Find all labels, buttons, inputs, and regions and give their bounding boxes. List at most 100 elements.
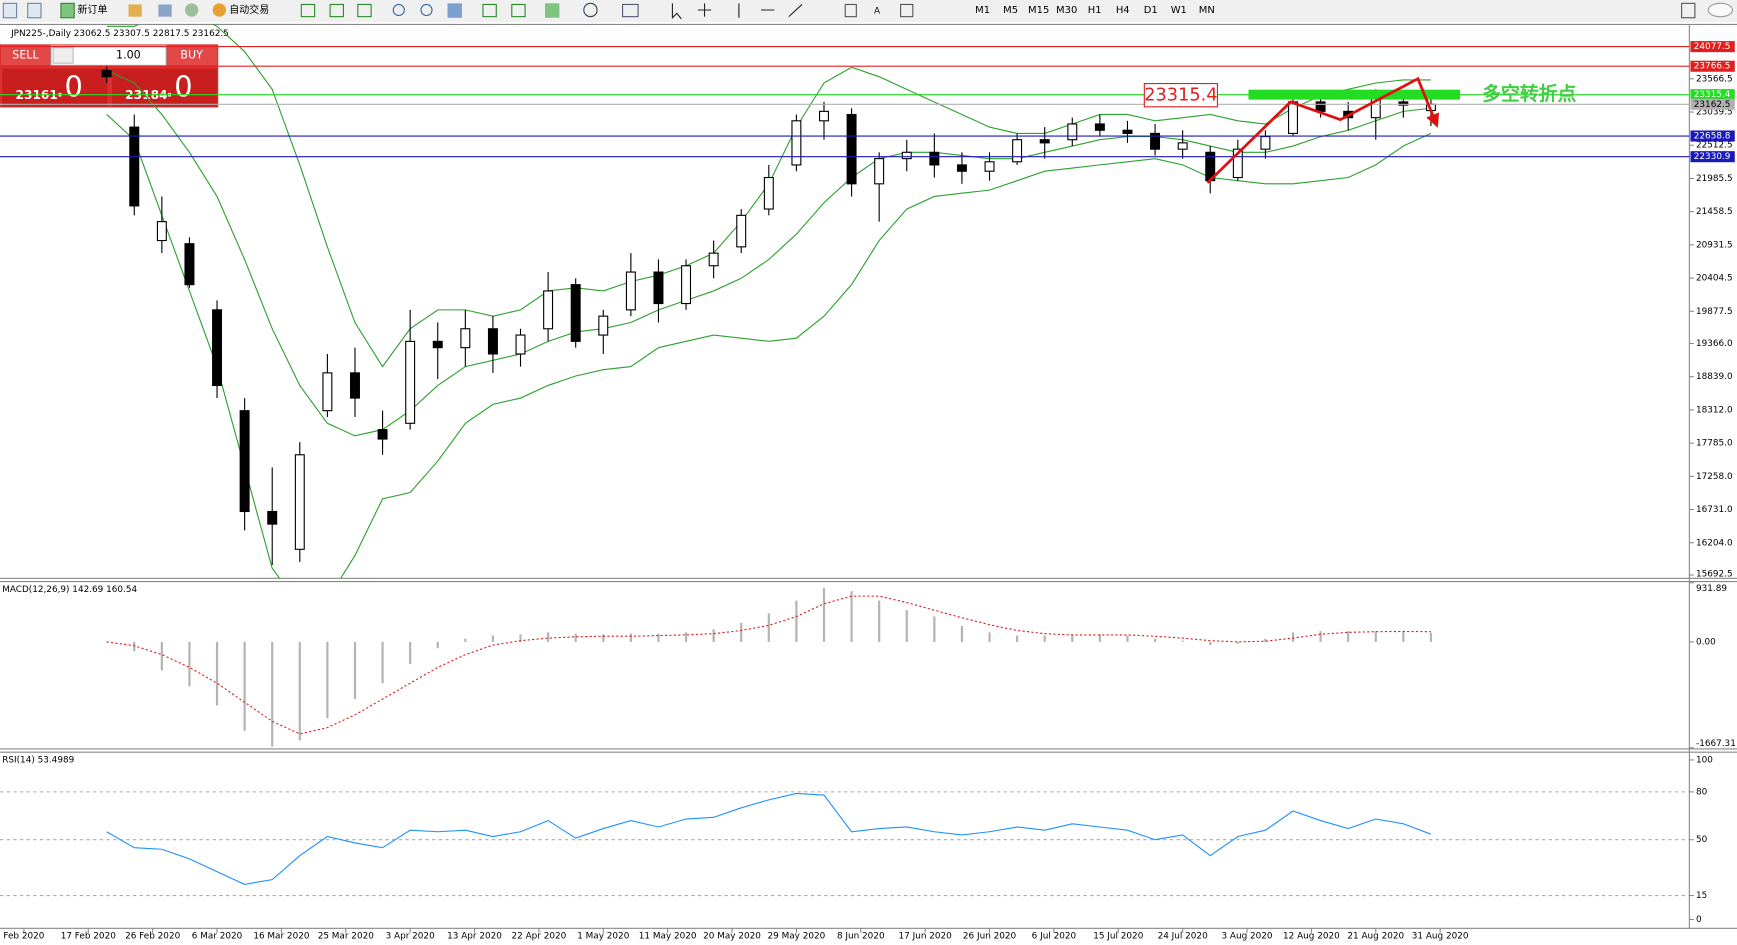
level-label-box [1690, 41, 1735, 53]
icon[interactable] [128, 4, 142, 17]
auto-trading-button[interactable]: 自动交易 [229, 3, 269, 16]
macd-bar [1098, 634, 1101, 642]
candle-body [129, 126, 140, 207]
y-tick-label: 16731.0 [1696, 505, 1733, 515]
icon[interactable] [184, 3, 199, 17]
candle-body [294, 454, 305, 550]
candle-body [681, 265, 692, 305]
candle-body [1315, 101, 1326, 112]
trend-arrows [1206, 76, 1440, 184]
icon[interactable] [2, 2, 18, 19]
x-tick-label: 12 Aug 2020 [1283, 932, 1340, 942]
candle-body [846, 113, 857, 185]
macd-bar [133, 641, 136, 652]
y-tick-label: 80 [1696, 787, 1708, 797]
icon[interactable] [482, 3, 497, 18]
timeframe-button[interactable]: H1 [1088, 5, 1102, 16]
icon[interactable] [357, 3, 372, 18]
icon[interactable] [511, 3, 526, 18]
icon[interactable] [622, 3, 639, 18]
y-tick-label: 16204.0 [1696, 538, 1733, 548]
buy-price-box[interactable] [111, 68, 218, 107]
lot-spinner[interactable] [52, 47, 74, 64]
candle-body [874, 158, 885, 185]
new-order-button[interactable]: 新订单 [78, 3, 108, 16]
y-tick-label: 21985.5 [1696, 174, 1733, 184]
sell-label: SELL [12, 48, 39, 61]
x-tick-label: 26 Jun 2020 [963, 932, 1017, 942]
x-tick-label: 16 Mar 2020 [253, 932, 310, 942]
candle-body [377, 429, 388, 440]
x-tick-label: 3 Aug 2020 [1221, 932, 1272, 942]
timeframe-button[interactable]: M5 [1003, 5, 1018, 16]
toolbar: 新订单 自动交易 A [0, 0, 1737, 23]
sell-button[interactable] [1, 45, 50, 66]
y-tick-label: 19366.0 [1696, 339, 1733, 349]
macd-bar [326, 641, 329, 719]
y-tick-label: 23039.5 [1696, 108, 1733, 118]
candle-body [349, 372, 360, 399]
macd-bar [160, 641, 163, 671]
y-tick-label: 20931.5 [1696, 240, 1733, 250]
icon[interactable] [447, 3, 462, 18]
level-callout-box [1143, 83, 1219, 108]
text-tool[interactable]: A [874, 7, 880, 17]
icon[interactable] [329, 3, 344, 18]
icon[interactable] [583, 2, 598, 18]
panel-title: MACD(12,26,9) 142.69 160.54 [2, 585, 137, 595]
macd-bar [1043, 635, 1046, 642]
chat-icon[interactable] [1707, 2, 1734, 18]
cursor-icon[interactable] [671, 3, 682, 20]
price-plot [101, 24, 1436, 579]
zoom-in[interactable] [392, 3, 405, 17]
candle-body [460, 328, 471, 349]
x-tick-label: 17 Feb 2020 [61, 932, 117, 942]
icon[interactable] [27, 2, 42, 19]
y-tick-label: 17258.0 [1696, 472, 1733, 482]
timeframe-button[interactable]: M1 [975, 5, 990, 16]
turning-point-bar [1248, 89, 1461, 100]
icon[interactable] [300, 3, 316, 18]
buy-button[interactable] [167, 45, 218, 66]
timeframe-button[interactable]: D1 [1144, 5, 1158, 16]
x-tick-label: 29 May 2020 [768, 932, 826, 942]
candle-body [432, 340, 443, 349]
candle-body [184, 243, 195, 286]
candle-body [1122, 129, 1133, 134]
y-tick-label: 931.89 [1696, 584, 1727, 594]
x-tick-label: 15 Jul 2020 [1093, 932, 1144, 942]
lot-value: 1.00 [116, 48, 141, 61]
buy-label: BUY [180, 48, 203, 61]
icon[interactable] [158, 4, 172, 17]
icon[interactable] [844, 3, 857, 18]
sell-price-box[interactable] [2, 68, 108, 107]
y-tick-label: 100 [1696, 755, 1713, 765]
search-icon[interactable] [1681, 2, 1696, 19]
new-order-icon[interactable] [60, 2, 75, 19]
icon[interactable] [900, 3, 914, 18]
candle-body [598, 315, 609, 336]
level-label-box [1690, 98, 1735, 110]
x-tick-label: 21 Aug 2020 [1347, 932, 1404, 942]
macd-bar [629, 633, 632, 642]
candle-body [543, 290, 554, 330]
icon[interactable] [545, 3, 560, 18]
macd-bar [1319, 631, 1322, 642]
timeframe-button[interactable]: W1 [1171, 5, 1187, 16]
candle-body [515, 334, 526, 355]
timeframe-button[interactable]: M30 [1056, 5, 1077, 16]
crosshair-icon[interactable] [697, 3, 712, 17]
macd-bar [188, 641, 191, 687]
timeframe-button[interactable]: M15 [1028, 5, 1049, 16]
draw-icons[interactable] [738, 3, 803, 18]
zoom-out[interactable] [420, 3, 433, 17]
lot-input[interactable] [50, 44, 167, 66]
x-tick-label: 13 Apr 2020 [447, 932, 502, 942]
auto-trading-icon[interactable] [212, 3, 226, 17]
timeframe-button[interactable]: MN [1199, 5, 1215, 16]
y-tick-label: 0 [1696, 915, 1702, 925]
x-tick-label: 11 May 2020 [639, 932, 697, 942]
timeframe-button[interactable]: H4 [1116, 5, 1130, 16]
x-tick-label: 8 Jun 2020 [837, 932, 885, 942]
